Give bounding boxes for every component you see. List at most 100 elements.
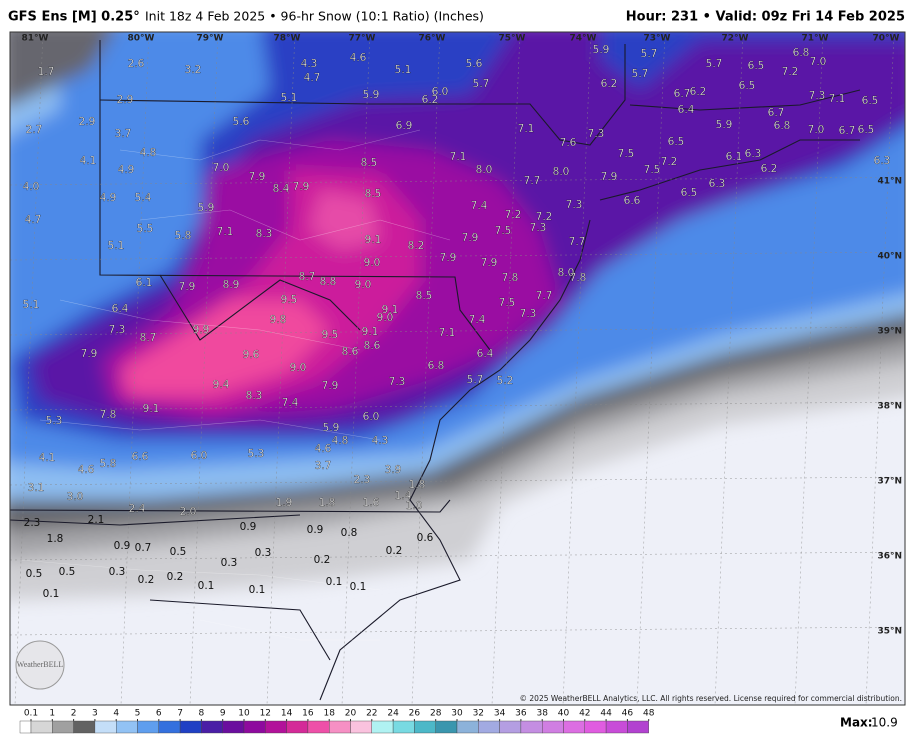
map-value: 9.1 <box>365 234 382 246</box>
map-value: 4.1 <box>39 452 56 464</box>
colorbar-cell <box>73 720 96 734</box>
colorbar-cell <box>392 720 415 734</box>
map-value: 7.5 <box>644 164 661 176</box>
map-value: 6.2 <box>690 86 707 98</box>
map-value: 9.6 <box>243 349 260 361</box>
map-value: 7.3 <box>109 324 126 336</box>
lon-label: 75°W <box>499 34 526 44</box>
map-value: 6.8 <box>793 47 810 59</box>
map-value: 1.6 <box>363 497 380 509</box>
map-value: 7.4 <box>282 397 299 409</box>
parallel <box>10 176 905 186</box>
lon-label: 80°W <box>128 34 155 44</box>
map-value: 5.5 <box>137 223 154 235</box>
map-value: 7.7 <box>524 175 541 187</box>
coastline <box>599 139 860 201</box>
map-value: 9.9 <box>193 324 210 336</box>
map-value: 7.7 <box>569 236 586 248</box>
colorbar-cell <box>201 720 223 734</box>
map-value: 0.6 <box>417 532 434 544</box>
map-value: 6.5 <box>862 95 879 107</box>
map-value: 7.9 <box>462 232 479 244</box>
map-value: 6.5 <box>739 80 756 92</box>
shade-pink <box>120 300 330 395</box>
shade-corner <box>10 32 113 106</box>
map-value: 5.9 <box>323 422 340 434</box>
map-value: 7.9 <box>81 348 98 360</box>
coastline <box>319 219 591 701</box>
lat-label: 37°N <box>877 477 902 487</box>
lat-label: 35°N <box>877 627 902 637</box>
map-value: 4.1 <box>80 155 97 167</box>
map-value: 5.9 <box>716 119 733 131</box>
colorbar-label: 48 <box>643 709 655 719</box>
map-value: 7.0 <box>808 124 825 136</box>
colorbar-cell <box>286 720 309 734</box>
map-value: 0.2 <box>167 571 184 583</box>
map-value: 8.0 <box>553 166 570 178</box>
map-value: 6.7 <box>768 107 785 119</box>
map-value: 6.3 <box>874 155 891 167</box>
map-value: 6.2 <box>761 163 778 175</box>
map-value: 8.7 <box>140 332 157 344</box>
map-value: 9.0 <box>364 257 381 269</box>
colorbar-label: 36 <box>515 709 527 719</box>
colorbar-cell <box>456 720 479 734</box>
map-value: 9.8 <box>270 314 287 326</box>
map-value: 3.2 <box>185 64 202 76</box>
map-value: 7.1 <box>518 123 535 135</box>
header-info: Init 18z 4 Feb 2025 • 96-hr Snow (10:1 R… <box>145 9 484 24</box>
colorbar-label: 24 <box>387 709 399 719</box>
map-value: 7.3 <box>566 199 583 211</box>
map-value: 6.9 <box>396 120 413 132</box>
map-value: 7.9 <box>293 181 310 193</box>
map-value: 6.2 <box>422 94 439 106</box>
colorbar-cell <box>52 720 74 734</box>
map-value: 3.7 <box>115 128 132 140</box>
map-value: 7.9 <box>322 380 339 392</box>
map-value: 9.5 <box>281 294 298 306</box>
map-value: 5.6 <box>233 116 250 128</box>
parallel <box>10 251 905 261</box>
map-value: 4.7 <box>25 214 42 226</box>
map-value: 0.1 <box>326 576 343 588</box>
map-value: 3.7 <box>315 460 332 472</box>
parallel <box>10 551 905 561</box>
map-value: 8.0 <box>558 267 575 279</box>
map-value: 9.5 <box>322 329 339 341</box>
lat-label: 39°N <box>877 327 902 337</box>
colorbar-label: 20 <box>345 709 357 719</box>
map-value: 9.4 <box>213 379 230 391</box>
map-value: 1.0 <box>406 500 423 512</box>
boundaries <box>10 40 861 701</box>
map-value: 6.3 <box>709 178 726 190</box>
colorbar-label: 42 <box>579 709 590 719</box>
colorbar-cell <box>158 720 181 734</box>
map-value: 7.9 <box>179 281 196 293</box>
map-value: 5.1 <box>395 64 412 76</box>
map-value: 5.8 <box>175 230 192 242</box>
map-value: 5.7 <box>473 78 490 90</box>
colorbar-label: 8 <box>199 709 205 719</box>
map-value: 7.5 <box>499 297 516 309</box>
map-value: 9.0 <box>377 312 394 324</box>
map-value: 8.6 <box>342 346 359 358</box>
colorbar-label: 3 <box>92 709 98 719</box>
map-value: 7.0 <box>213 162 230 174</box>
meridian <box>562 32 592 705</box>
colorbar-label: 18 <box>323 709 335 719</box>
colorbar-cell <box>627 720 649 734</box>
colorbar-cell <box>435 720 458 734</box>
map-value: 1.4 <box>395 490 412 502</box>
map-value: 8.9 <box>223 279 240 291</box>
map-value: 6.4 <box>477 348 494 360</box>
county-lines <box>19 129 451 641</box>
map-value: 4.0 <box>23 181 40 193</box>
colorbar-cell <box>520 720 543 734</box>
colorbar-cell <box>265 720 287 734</box>
map-value: 5.6 <box>466 58 483 70</box>
map-value: 0.8 <box>341 527 358 539</box>
map-value: 6.2 <box>601 78 618 90</box>
map-value: 8.5 <box>361 157 378 169</box>
colorbar-cell <box>542 720 564 734</box>
